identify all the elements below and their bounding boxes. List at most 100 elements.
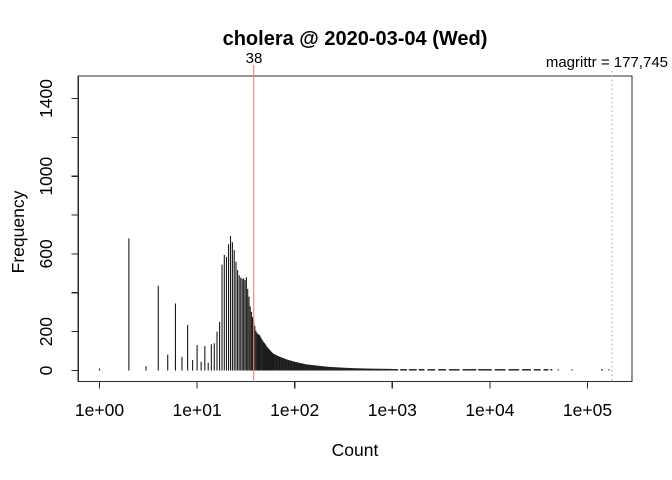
histogram-tail (348, 367, 350, 371)
histogram-tail (294, 361, 296, 371)
histogram-tail (371, 368, 373, 371)
histogram-tail (326, 366, 328, 371)
histogram-tail (367, 368, 369, 371)
histogram-tail (299, 362, 301, 371)
y-axis-tick-label: 1400 (36, 79, 56, 118)
histogram-tail (289, 360, 291, 371)
histogram-tail (329, 366, 331, 371)
histogram-bar (157, 285, 159, 371)
histogram-tail-speck (608, 369, 610, 371)
histogram-tail-speck (427, 369, 436, 371)
histogram-tail (319, 365, 320, 371)
histogram-tail (369, 368, 371, 371)
histogram-tail (313, 365, 315, 371)
histogram-tail-speck (522, 369, 531, 371)
histogram-bar (229, 236, 232, 371)
histogram-tail (281, 357, 283, 371)
histogram-tail (323, 366, 325, 371)
histogram-tail (301, 363, 302, 371)
histogram-tail (276, 355, 278, 371)
histogram-bar (260, 337, 262, 371)
histogram-tail (351, 368, 353, 371)
histogram-bar (235, 261, 237, 371)
histogram-bar (225, 256, 228, 371)
histogram-tail (384, 368, 386, 371)
histogram-bar (238, 275, 240, 371)
histogram-tail (380, 368, 382, 371)
histogram-tail-speck (478, 369, 492, 371)
histogram-tail (368, 368, 370, 371)
histogram-tail (310, 364, 311, 371)
histogram-tail (335, 367, 337, 371)
histogram-tail (297, 362, 299, 371)
histogram-tail (361, 368, 363, 371)
histogram-bar (219, 321, 221, 371)
histogram-tail (364, 368, 366, 371)
histogram-bar (192, 360, 194, 371)
histogram-tail (315, 365, 317, 371)
histogram-tail-speck (448, 369, 460, 371)
histogram-tail (337, 367, 338, 371)
histogram-tail (291, 360, 293, 371)
histogram-bar (213, 343, 215, 371)
histogram-tail (280, 357, 282, 371)
histogram-tail (372, 368, 374, 371)
histogram-tail (311, 365, 313, 371)
histogram-bar (256, 332, 258, 371)
histogram-tail (346, 367, 347, 371)
histogram-tail (277, 355, 278, 371)
histogram-tail (341, 367, 343, 371)
histogram-tail (285, 359, 287, 371)
histogram-tail (331, 367, 333, 371)
histogram-tail (282, 357, 284, 371)
histogram-tail-speck (494, 369, 506, 371)
x-axis-tick-label: 1e+01 (173, 400, 222, 420)
histogram-tail-speck (392, 369, 399, 371)
chart-title: cholera @ 2020-03-04 (Wed) (223, 28, 488, 50)
histogram-tail (345, 367, 347, 371)
histogram-bar (268, 348, 270, 371)
histogram-tail (307, 364, 309, 371)
y-axis-tick-label: 1000 (36, 156, 56, 195)
histogram-bar (271, 352, 273, 371)
histogram-tail (328, 366, 330, 371)
histogram-tail (385, 368, 386, 371)
x-axis-tick-label: 1e+02 (270, 400, 319, 420)
y-axis-tick-label: 0 (36, 365, 56, 375)
histogram-tail (370, 368, 371, 371)
histogram-tail (376, 368, 377, 371)
histogram-tail (339, 367, 341, 371)
histogram-tail (292, 361, 294, 371)
histogram-tail (364, 368, 365, 371)
histogram-tail (365, 368, 367, 371)
x-axis-tick-label: 1e+05 (563, 400, 612, 420)
histogram-tail (278, 356, 280, 371)
histogram-tail (366, 368, 368, 371)
histogram-tail (284, 358, 286, 371)
histogram-tail (280, 357, 281, 371)
histogram-bar (240, 277, 242, 371)
histogram-tail (332, 367, 334, 371)
histogram-tail (359, 368, 361, 371)
histogram-tail-speck (601, 369, 603, 371)
histogram-bar (231, 242, 233, 371)
histogram-tail (274, 354, 275, 371)
histogram-bar (250, 311, 252, 371)
histogram-bar (247, 288, 249, 371)
histogram-tail-speck (543, 369, 549, 371)
histogram-tail (360, 368, 362, 371)
histogram-tail (322, 366, 324, 371)
histogram-tail-speck (462, 369, 477, 371)
histogram-tail (349, 367, 350, 371)
histogram-tail (295, 361, 296, 371)
histogram-tail (374, 368, 376, 371)
histogram-tail-speck (438, 369, 446, 371)
histogram-tail (313, 365, 314, 371)
histogram-bar (221, 264, 223, 371)
histogram-tail (387, 368, 389, 371)
histogram-tail-speck (557, 369, 559, 371)
histogram-tail (370, 368, 372, 371)
histogram-tail (317, 365, 319, 371)
histogram-bar (200, 361, 202, 371)
histogram-tail (290, 360, 292, 371)
